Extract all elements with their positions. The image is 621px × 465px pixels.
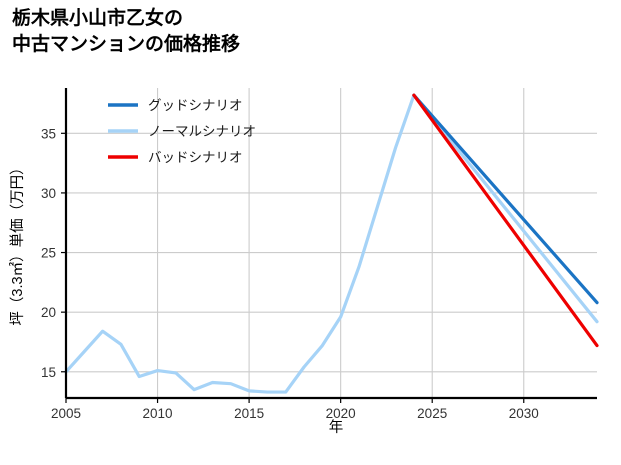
y-tick-label: 25 (41, 246, 56, 261)
series-line (64, 93, 599, 394)
y-axis-title: 坪（3.3㎡）単価（万円） (9, 160, 26, 325)
x-tick-label: 2020 (326, 406, 356, 421)
gridlines-group (66, 88, 597, 398)
series-group (64, 93, 599, 394)
page-title: 栃木県小山市乙女の 中古マンションの価格推移 (12, 8, 241, 56)
x-tick-label: 2005 (51, 406, 81, 421)
x-axis-title: 年 (329, 419, 344, 436)
y-tick-labels-group: 15 20 25 30 35 (41, 126, 66, 380)
x-tick-label: 2015 (234, 406, 264, 421)
x-tick-label: 2030 (509, 406, 539, 421)
x-tick-label: 2010 (143, 406, 173, 421)
series-line (412, 93, 599, 305)
y-tick-label: 30 (41, 186, 56, 201)
x-tick-label: 2025 (417, 406, 447, 421)
legend-label: グッドシナリオ (148, 98, 243, 113)
y-tick-label: 35 (41, 126, 56, 141)
axis-lines (64, 88, 597, 400)
y-tick-label: 15 (41, 365, 56, 380)
x-tick-labels-group: 2005 2010 2015 2020 2025 2030 (51, 398, 539, 421)
legend-label: ノーマルシナリオ (148, 124, 256, 139)
legend-label: バッドシナリオ (148, 150, 243, 165)
y-tick-label: 20 (41, 305, 56, 320)
series-line (412, 93, 599, 348)
